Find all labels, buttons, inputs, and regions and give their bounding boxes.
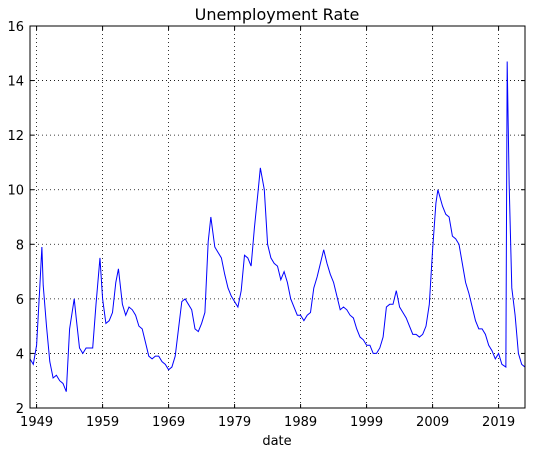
- chart-title: Unemployment Rate: [195, 5, 360, 24]
- y-tick-label: 6: [16, 293, 24, 308]
- x-tick-label: 1969: [152, 415, 185, 430]
- x-tick-label: 1979: [218, 415, 251, 430]
- x-axis-label: date: [262, 434, 291, 449]
- data-line: [29, 61, 526, 392]
- x-tick-label: 2009: [416, 415, 449, 430]
- y-tick-label: 14: [7, 75, 24, 90]
- plot-frame: [29, 25, 526, 409]
- x-tick-label: 2019: [482, 415, 515, 430]
- y-tick-label: 16: [7, 20, 24, 35]
- y-tick-label: 12: [7, 129, 24, 144]
- x-tick-label: 1959: [86, 415, 119, 430]
- x-tick-label: 1999: [350, 415, 383, 430]
- x-tick-label: 1989: [284, 415, 317, 430]
- y-tick-label: 10: [7, 184, 24, 199]
- y-tick-label: 8: [16, 238, 24, 253]
- y-tick-label: 4: [16, 347, 24, 362]
- y-tick-label: 2: [16, 402, 24, 417]
- x-tick-label: 1949: [20, 415, 53, 430]
